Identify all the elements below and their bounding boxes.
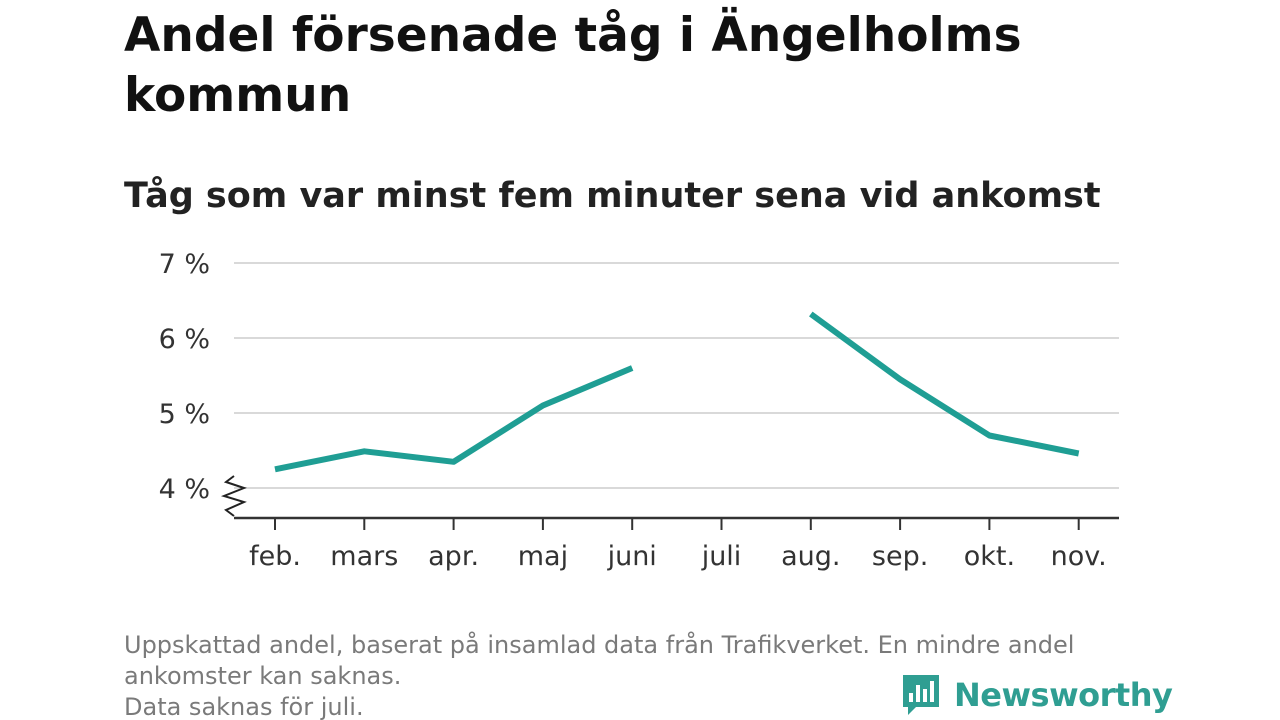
y-tick-label: 6 % (159, 324, 210, 355)
data-point (629, 365, 635, 371)
x-tick-label: juni (607, 541, 657, 572)
data-point (540, 403, 546, 409)
chart-subtitle: Tåg som var minst fem minuter sena vid a… (124, 176, 1101, 216)
y-tick-label: 7 % (159, 249, 210, 280)
axis-break-marker (220, 475, 247, 517)
series-line-segment (809, 311, 1080, 457)
data-point (1076, 451, 1082, 457)
x-tick-label: maj (518, 541, 568, 572)
x-tick-label: aug. (781, 541, 840, 572)
data-point (272, 466, 278, 472)
footnote-line-2: Data saknas för juli. (124, 693, 364, 720)
x-tick-label: nov. (1051, 541, 1107, 572)
x-tick-label: mars (330, 541, 398, 572)
footnote-line-1: Uppskattad andel, baserat på insamlad da… (124, 631, 1075, 690)
chart-footnote: Uppskattad andel, baserat på insamlad da… (124, 630, 1164, 720)
data-point (897, 376, 903, 382)
y-tick-label: 4 % (159, 474, 210, 505)
x-tick-label: feb. (249, 541, 301, 572)
data-point (361, 448, 367, 454)
data-point (986, 433, 992, 439)
x-tick-label: juli (701, 541, 742, 572)
series-line-segment (274, 365, 634, 473)
newsworthy-logo-icon (903, 675, 939, 715)
data-point (808, 311, 814, 317)
x-tick-label: apr. (428, 541, 479, 572)
x-tick-label: okt. (964, 541, 1015, 572)
data-point (451, 459, 457, 465)
line-chart: 4 % 5 % 6 % 7 % feb. mars apr. maj juni juli aug. s… (159, 249, 1119, 572)
x-tick-label: sep. (872, 541, 928, 572)
newsworthy-brand: Newsworthy (900, 670, 1173, 720)
y-tick-label: 5 % (159, 399, 210, 430)
brand-name: Newsworthy (954, 676, 1173, 714)
chart-title: Andel försenade tåg i Ängelholms kommun (124, 8, 1022, 123)
